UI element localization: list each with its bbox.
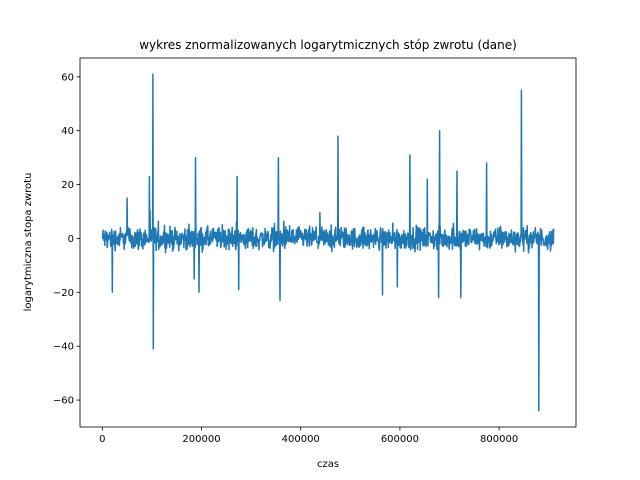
y-axis: −60 −40 −20 0 20 40 60	[53, 72, 80, 406]
x-tick-label: 800000	[480, 434, 518, 445]
y-axis-title: logarytmiczna stopa zwrotu	[23, 173, 34, 312]
x-tick-label: 600000	[381, 434, 419, 445]
series-layer	[102, 74, 553, 411]
chart-title: wykres znormalizowanych logarytmicznych …	[139, 38, 517, 52]
x-axis: 0 200000 400000 600000 800000	[99, 427, 518, 445]
x-tick-label: 0	[99, 434, 105, 445]
y-tick-label: 20	[61, 180, 74, 191]
plot-area	[80, 58, 576, 427]
y-tick-label: −40	[53, 342, 74, 353]
x-tick-label: 400000	[282, 434, 320, 445]
y-tick-label: −20	[53, 288, 74, 299]
x-tick-label: 200000	[182, 434, 220, 445]
y-tick-label: 0	[68, 234, 74, 245]
series-line	[102, 74, 553, 411]
y-tick-label: 60	[61, 72, 74, 83]
y-tick-label: −60	[53, 396, 74, 407]
y-tick-label: 40	[61, 126, 74, 137]
x-axis-title: czas	[317, 459, 339, 470]
